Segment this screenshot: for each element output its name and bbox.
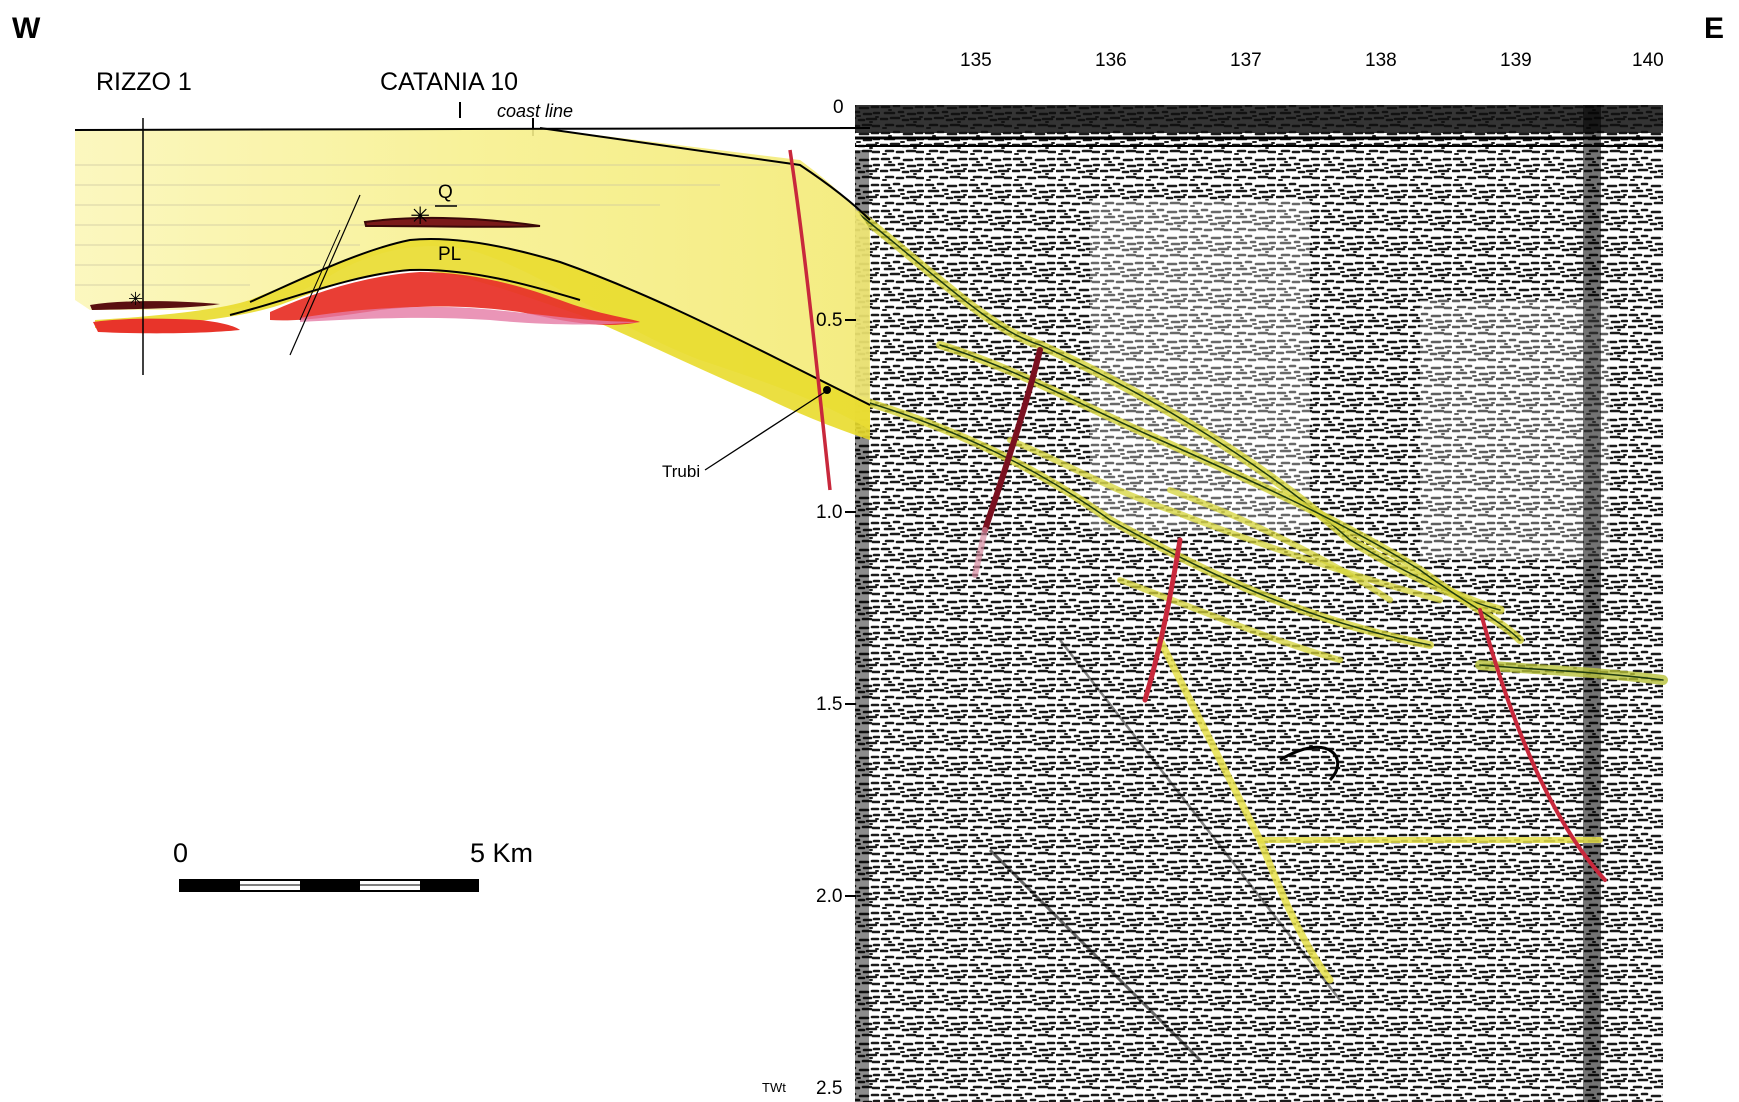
well-name-rizzo-1: RIZZO 1 [96, 68, 192, 96]
trubi-leader [704, 391, 826, 471]
plio-quaternary-body [75, 128, 870, 430]
seismic-top-band [855, 105, 1663, 133]
shotpoint-label: 136 [1095, 50, 1127, 71]
twt-tick-label: 0 [833, 97, 844, 118]
reflector-horizon [1007, 437, 1443, 603]
west-label: W [12, 12, 41, 45]
anticline-fault [289, 194, 361, 356]
interpreted-reflectors [855, 210, 1668, 984]
scale-bar: 0 5 Km [173, 838, 533, 892]
gas-lens-rizzo [90, 301, 220, 310]
shotpoint-label: 138 [1365, 50, 1397, 71]
major-fault [788, 149, 832, 491]
scale-bar-start-label: 0 [173, 838, 188, 868]
seismic-panel [855, 105, 1663, 1102]
reservoir-pink-margin [300, 306, 640, 325]
coast-line-label: coast line [497, 101, 573, 121]
twt-tick-label: 1.5 [816, 694, 842, 715]
fault-line [1478, 608, 1607, 882]
unit-label-pl: PL [438, 244, 461, 265]
trubi-label: Trubi [662, 462, 700, 481]
twt-tick-label: 2.5 [816, 1078, 842, 1099]
scale-bar-end-label: 5 Km [470, 838, 533, 868]
seismic-dark-reflector [988, 848, 1202, 1062]
sea-level-line [74, 127, 871, 131]
well-name-catania-10: CATANIA 10 [380, 68, 518, 96]
reflector-horizon-line [859, 399, 1431, 646]
twt-tick-label: 0.5 [816, 310, 842, 331]
reflector-horizon-line [939, 344, 1521, 641]
east-label: E [1704, 12, 1724, 45]
twt-tick-label: 1.0 [816, 502, 842, 523]
gas-show-symbol: ✳ [128, 289, 143, 309]
gas-lens-q [363, 216, 541, 228]
seabed-line [539, 127, 871, 221]
seismic-dark-reflector [1279, 745, 1340, 782]
shotpoint-label: 135 [960, 50, 992, 71]
seismic-profile [855, 105, 1668, 1102]
fault-line [972, 527, 988, 578]
shotpoint-axis: 135 136 137 138 139 140 [960, 50, 1664, 71]
unit-label-q: Q [438, 182, 453, 203]
shotpoint-label: 140 [1632, 50, 1664, 71]
seismic-dark-reflector [1059, 639, 1341, 1001]
gas-show-symbol: ✳ [410, 203, 430, 230]
twt-tick-label: 2.0 [816, 886, 842, 907]
trubi-layer [95, 239, 870, 440]
faults [972, 347, 1607, 882]
anticline-fault [299, 229, 341, 321]
base-pliocene-line [229, 268, 581, 316]
twt-axis: 0 0.5 1.0 1.5 2.0 2.5 TWt [762, 97, 856, 1099]
reservoir-body-rizzo [93, 318, 240, 334]
geologic-section: ✳ ✳ Q PL Trubi [74, 118, 871, 491]
fault-line [982, 347, 1043, 533]
sketch-lines [75, 164, 780, 286]
fault-line [1142, 537, 1183, 703]
reflector-horizon-line [1479, 664, 1664, 681]
trubi-top-line [249, 238, 871, 406]
seismic-dark-trace [1583, 105, 1601, 1102]
reflector-horizon [1167, 487, 1393, 603]
reflector-horizon-line [859, 214, 1501, 611]
shotpoint-label: 137 [1230, 50, 1262, 71]
shotpoint-label: 139 [1500, 50, 1532, 71]
reflector-horizon [1117, 577, 1343, 663]
twt-unit-label: TWt [762, 1080, 786, 1095]
seismic-light-zone [1420, 300, 1610, 560]
